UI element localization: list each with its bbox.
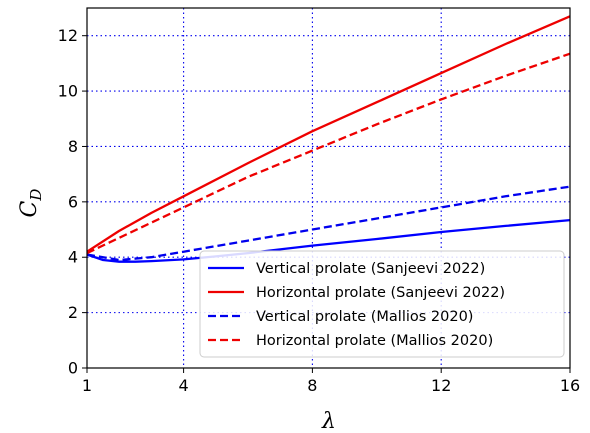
series-lines <box>86 15 571 263</box>
legend-label-1: Vertical prolate (Sanjeevi 2022) <box>256 261 485 277</box>
x-tick-label: 16 <box>560 376 580 395</box>
series-line-2 <box>86 15 571 253</box>
grid <box>87 8 570 368</box>
y-tick-label: 8 <box>68 137 78 156</box>
y-tick-label: 10 <box>58 82 78 101</box>
y-tick-label: 4 <box>68 248 78 267</box>
y-tick-label: 6 <box>68 192 78 211</box>
y-axis-label-main: C <box>17 200 42 217</box>
y-tick-label: 0 <box>68 359 78 378</box>
svg-text:CD: CD <box>17 189 45 218</box>
legend-box <box>199 250 565 358</box>
legend-label-2: Horizontal prolate (Sanjeevi 2022) <box>256 285 505 301</box>
legend: Vertical prolate (Sanjeevi 2022) Horizont… <box>199 250 565 358</box>
series-line-4 <box>86 52 571 255</box>
legend-label-4: Horizontal prolate (Mallios 2020) <box>256 333 493 349</box>
y-axis-label-subscript: D <box>27 189 45 202</box>
x-tick-label: 1 <box>82 376 92 395</box>
y-tick-label: 2 <box>68 303 78 322</box>
x-tick-label: 12 <box>431 376 451 395</box>
y-axis-label: CD <box>17 189 45 218</box>
legend-label-3: Vertical prolate (Mallios 2020) <box>256 309 473 325</box>
x-tick-label: 8 <box>307 376 317 395</box>
axis-ticks: 1 4 8 12 16 0 2 4 6 8 10 12 <box>58 26 581 395</box>
series-line-3 <box>86 185 571 262</box>
x-axis-label: λ <box>321 409 336 433</box>
x-tick-label: 4 <box>179 376 189 395</box>
y-tick-label: 12 <box>58 26 78 45</box>
plot-frame <box>86 7 571 369</box>
